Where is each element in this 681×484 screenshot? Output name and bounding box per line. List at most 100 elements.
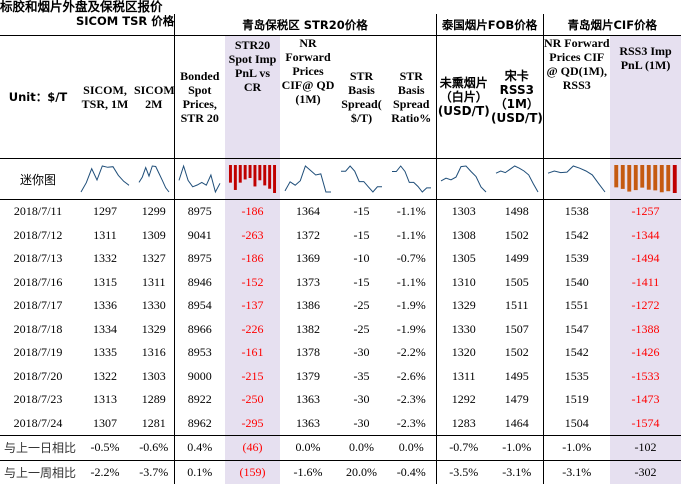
sparkline-bar xyxy=(258,165,261,180)
table-cell: 1540 xyxy=(543,271,610,295)
row-date: 2018/7/11 xyxy=(0,200,76,224)
table-cell: 1283 xyxy=(436,412,491,436)
change-cell: -102 xyxy=(610,436,681,461)
table-cell: 1330 xyxy=(134,294,174,318)
sparkline-chart xyxy=(137,164,171,194)
table-cell: 1498 xyxy=(491,200,543,224)
sparkline-bar xyxy=(234,165,237,190)
sparkline-line xyxy=(496,166,538,192)
sparkline-line xyxy=(285,166,331,192)
table-cell: 1310 xyxy=(436,271,491,295)
col-header-unsmoked-sheet: 未熏烟片（白片）(USD/T) xyxy=(436,36,491,159)
table-cell: -215 xyxy=(225,365,280,389)
table-cell: 1299 xyxy=(134,200,174,224)
sparkline-bar xyxy=(244,165,247,179)
change-row: 与上一日相比-0.5%-0.6%0.4%(46)0.0%0.0%0.0%-0.7… xyxy=(0,436,681,461)
table-cell: -2.3% xyxy=(387,388,436,412)
change-cell: 0.1% xyxy=(174,460,225,484)
table-cell: 8975 xyxy=(174,200,225,224)
table-cell: 1364 xyxy=(280,200,336,224)
change-cell: -1.6% xyxy=(280,460,336,484)
table-cell: 1502 xyxy=(491,341,543,365)
sparkline-bar xyxy=(621,165,625,189)
table-cell: 1332 xyxy=(76,247,134,271)
table-cell: 8953 xyxy=(174,341,225,365)
table-cell: 1311 xyxy=(76,224,134,248)
table-cell: -2.6% xyxy=(387,365,436,389)
table-cell: -30 xyxy=(336,388,387,412)
table-cell: -1411 xyxy=(610,271,681,295)
table-cell: -263 xyxy=(225,224,280,248)
table-cell: -2.2% xyxy=(387,341,436,365)
table-cell: 1378 xyxy=(280,341,336,365)
table-cell: 8966 xyxy=(174,318,225,342)
table-cell: -161 xyxy=(225,341,280,365)
table-cell: 1334 xyxy=(76,318,134,342)
change-label: 与上一周相比 xyxy=(0,460,76,484)
table-cell: 8954 xyxy=(174,294,225,318)
table-cell: -1426 xyxy=(610,341,681,365)
sparkline-cell xyxy=(543,159,610,200)
sparkline-cell xyxy=(387,159,436,200)
change-cell: 0.4% xyxy=(174,436,225,461)
table-cell: 1281 xyxy=(134,412,174,436)
table-cell: -30 xyxy=(336,341,387,365)
sparkline-chart xyxy=(546,164,607,194)
sparkline-bar xyxy=(653,165,657,190)
sparkline-line xyxy=(548,166,605,192)
table-cell: 1379 xyxy=(280,365,336,389)
table-cell: 1372 xyxy=(280,224,336,248)
group-cif: 青岛烟片CIF价格 xyxy=(543,14,681,36)
col-header-sicom-1m: SICOM, TSR, 1M xyxy=(76,36,134,159)
sparkline-line xyxy=(81,166,129,192)
table-cell: 1519 xyxy=(543,388,610,412)
table-cell: 1308 xyxy=(436,224,491,248)
table-cell: 1309 xyxy=(134,224,174,248)
col-header-str-basis-ratio: STR Basis Spread Ratio% xyxy=(387,36,436,159)
table-cell: 1505 xyxy=(491,271,543,295)
row-date: 2018/7/12 xyxy=(0,224,76,248)
change-cell: -3.7% xyxy=(134,460,174,484)
table-cell: 1369 xyxy=(280,247,336,271)
sparkline-chart xyxy=(283,164,333,194)
change-row: 与上一周相比-2.2%-3.7%0.1%(159)-1.6%20.0%-0.4%… xyxy=(0,460,681,484)
change-cell: (159) xyxy=(225,460,280,484)
table-cell: 1329 xyxy=(134,318,174,342)
col-header-str-basis-spread: STR Basis Spread( $/T) xyxy=(336,36,387,159)
table-cell: 1504 xyxy=(543,412,610,436)
row-date: 2018/7/23 xyxy=(0,388,76,412)
sparkline-cell xyxy=(436,159,491,200)
table-cell: 1363 xyxy=(280,388,336,412)
table-cell: -15 xyxy=(336,271,387,295)
corner-cell xyxy=(0,14,76,36)
table-cell: 1315 xyxy=(76,271,134,295)
table-cell: 1311 xyxy=(134,271,174,295)
sparkline-bar xyxy=(268,165,271,189)
sparkline-line xyxy=(341,166,382,192)
table-cell: 8946 xyxy=(174,271,225,295)
column-header-row: Unit：$/T SICOM, TSR, 1M SICOM,TSR, 2M Bo… xyxy=(0,36,681,159)
table-cell: -295 xyxy=(225,412,280,436)
change-cell: -3.1% xyxy=(543,460,610,484)
change-cell: (46) xyxy=(225,436,280,461)
sparkline-chart xyxy=(177,164,222,194)
table-cell: 1303 xyxy=(436,200,491,224)
col-header-rss3-pnl: RSS3 Imp PnL (1M) xyxy=(610,36,681,159)
sparkline-chart xyxy=(228,164,277,194)
table-cell: -15 xyxy=(336,200,387,224)
sparkline-bar xyxy=(273,165,276,193)
table-cell: 1535 xyxy=(543,365,610,389)
table-cell: 1289 xyxy=(134,388,174,412)
table-cell: -152 xyxy=(225,271,280,295)
table-cell: -186 xyxy=(225,200,280,224)
table-cell: -25 xyxy=(336,318,387,342)
sparkline-chart xyxy=(79,164,131,194)
sparkline-bar xyxy=(229,165,232,183)
table-cell: -25 xyxy=(336,294,387,318)
